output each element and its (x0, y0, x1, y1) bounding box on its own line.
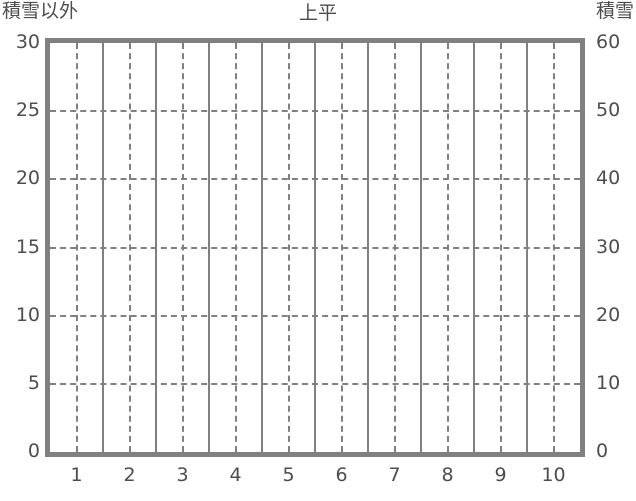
vertical-gridline-minor (552, 43, 555, 452)
x-axis-tick-label: 6 (335, 464, 348, 486)
x-axis-tick-label: 9 (494, 464, 507, 486)
x-axis-tick-label: 2 (123, 464, 136, 486)
y-axis-right-tick-label: 50 (596, 99, 621, 122)
y-axis-right-tick-label: 30 (596, 235, 621, 258)
x-axis-tick-label: 1 (70, 464, 83, 486)
y-axis-right-tick-label: 20 (596, 303, 621, 326)
vertical-gridline-major (420, 43, 422, 452)
vertical-gridline-major (314, 43, 316, 452)
vertical-gridline-minor (393, 43, 396, 452)
vertical-gridline-major (526, 43, 528, 452)
vertical-gridline-minor (75, 43, 78, 452)
x-axis-tick-label: 7 (388, 464, 401, 486)
vertical-gridline-minor (340, 43, 343, 452)
plot-area (45, 38, 585, 457)
y-axis-left-tick-label: 10 (15, 303, 40, 326)
y-axis-right-tick-label: 0 (596, 440, 609, 462)
chart-title: 上平 (298, 2, 337, 24)
y-axis-left-tick-label: 15 (15, 235, 40, 258)
y-axis-left-tick-label: 5 (27, 371, 40, 394)
x-axis-tick-label: 3 (176, 464, 189, 486)
vertical-gridline-minor (181, 43, 184, 452)
vertical-gridline-major (208, 43, 210, 452)
left-axis-caption: 積雪以外 (2, 0, 79, 22)
y-axis-left-tick-label: 20 (15, 167, 40, 190)
vertical-gridline-minor (499, 43, 502, 452)
right-axis-caption: 積雪 (595, 0, 634, 22)
y-axis-left-tick-label: 25 (15, 99, 40, 122)
y-axis-left-tick-label: 0 (27, 440, 40, 462)
y-axis-right-tick-label: 60 (596, 31, 621, 53)
vertical-gridline-major (367, 43, 369, 452)
x-axis-tick-label: 8 (441, 464, 454, 486)
x-axis-tick-label: 4 (229, 464, 242, 486)
vertical-gridline-minor (446, 43, 449, 452)
vertical-gridline-major (155, 43, 157, 452)
vertical-gridline-minor (128, 43, 131, 452)
y-axis-right-tick-label: 10 (596, 371, 621, 394)
vertical-gridline-major (473, 43, 475, 452)
x-axis-tick-label: 10 (541, 464, 566, 486)
y-axis-left-tick-label: 30 (15, 31, 40, 53)
vertical-gridline-minor (287, 43, 290, 452)
x-axis-tick-label: 5 (282, 464, 295, 486)
vertical-gridline-major (261, 43, 263, 452)
plot-grid (50, 43, 580, 452)
y-axis-right-tick-label: 40 (596, 167, 621, 190)
vertical-gridline-minor (234, 43, 237, 452)
vertical-gridline-major (102, 43, 104, 452)
